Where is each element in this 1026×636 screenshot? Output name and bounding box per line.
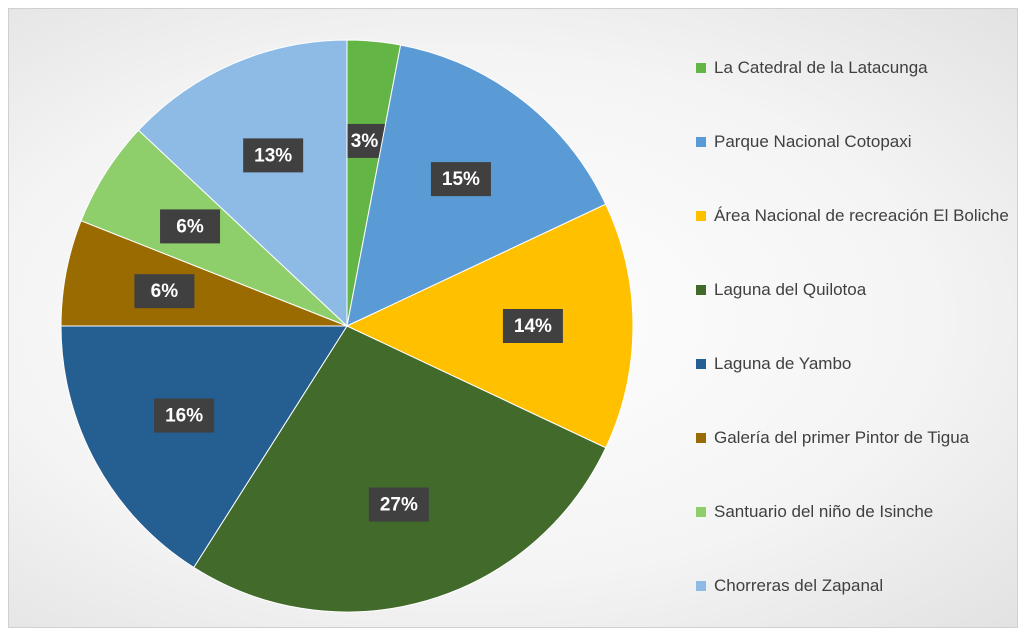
legend-swatch (696, 507, 706, 517)
data-label-box (134, 274, 195, 309)
data-label: 15% (430, 162, 491, 197)
data-label: 14% (502, 309, 563, 343)
legend-swatch (696, 433, 706, 443)
legend-item: La Catedral de la Latacunga (696, 55, 1016, 81)
legend-item: Parque Nacional Cotopaxi (696, 129, 1016, 155)
legend-item: Área Nacional de recreación El Boliche (696, 203, 1016, 229)
data-label: 13% (243, 138, 304, 173)
legend-item: Chorreras del Zapanal (696, 573, 1016, 599)
data-label-box (368, 487, 429, 522)
legend-label: Parque Nacional Cotopaxi (714, 132, 912, 151)
legend-swatch (696, 137, 706, 147)
legend-item: Galería del primer Pintor de Tigua (696, 425, 1016, 451)
pie-slice (345, 203, 634, 449)
data-label-box (154, 398, 215, 433)
legend-item: Laguna de Yambo (696, 351, 1016, 377)
data-label: 27% (368, 487, 429, 522)
legend-swatch (696, 581, 706, 591)
legend-label: La Catedral de la Latacunga (714, 58, 928, 77)
pie-slice (60, 325, 348, 569)
data-label-box (430, 162, 491, 197)
legend-label: Chorreras del Zapanal (714, 576, 884, 595)
legend-swatch (696, 285, 706, 295)
data-label-box (160, 209, 221, 244)
data-label-text: 6% (151, 281, 179, 302)
legend-item: Santuario del niño de Isinche (696, 499, 1016, 525)
data-label: 16% (154, 398, 215, 433)
data-label-text: 3% (351, 131, 379, 152)
data-label-text: 14% (514, 316, 552, 337)
data-label-box (502, 309, 563, 343)
data-label-box (243, 138, 304, 173)
legend-swatch (696, 63, 706, 73)
legend-label: Galería del primer Pintor de Tigua (714, 428, 970, 447)
legend-item: Laguna del Quilotoa (696, 277, 1016, 303)
legend-swatch (696, 211, 706, 221)
data-label-text: 16% (165, 406, 203, 427)
data-label-text: 6% (176, 216, 204, 237)
legend-label: Laguna de Yambo (714, 354, 852, 373)
data-label-text: 13% (254, 145, 292, 166)
pie-slice (137, 39, 348, 328)
legend-label: Área Nacional de recreación El Boliche (714, 206, 1009, 225)
data-label-text: 27% (380, 495, 418, 516)
data-label-text: 15% (442, 169, 480, 190)
pie-slice (193, 325, 607, 613)
data-label: 6% (160, 209, 221, 244)
legend-label: Santuario del niño de Isinche (714, 502, 934, 521)
legend-label: Laguna del Quilotoa (714, 280, 867, 299)
legend-swatch (696, 359, 706, 369)
data-label: 6% (134, 274, 195, 309)
